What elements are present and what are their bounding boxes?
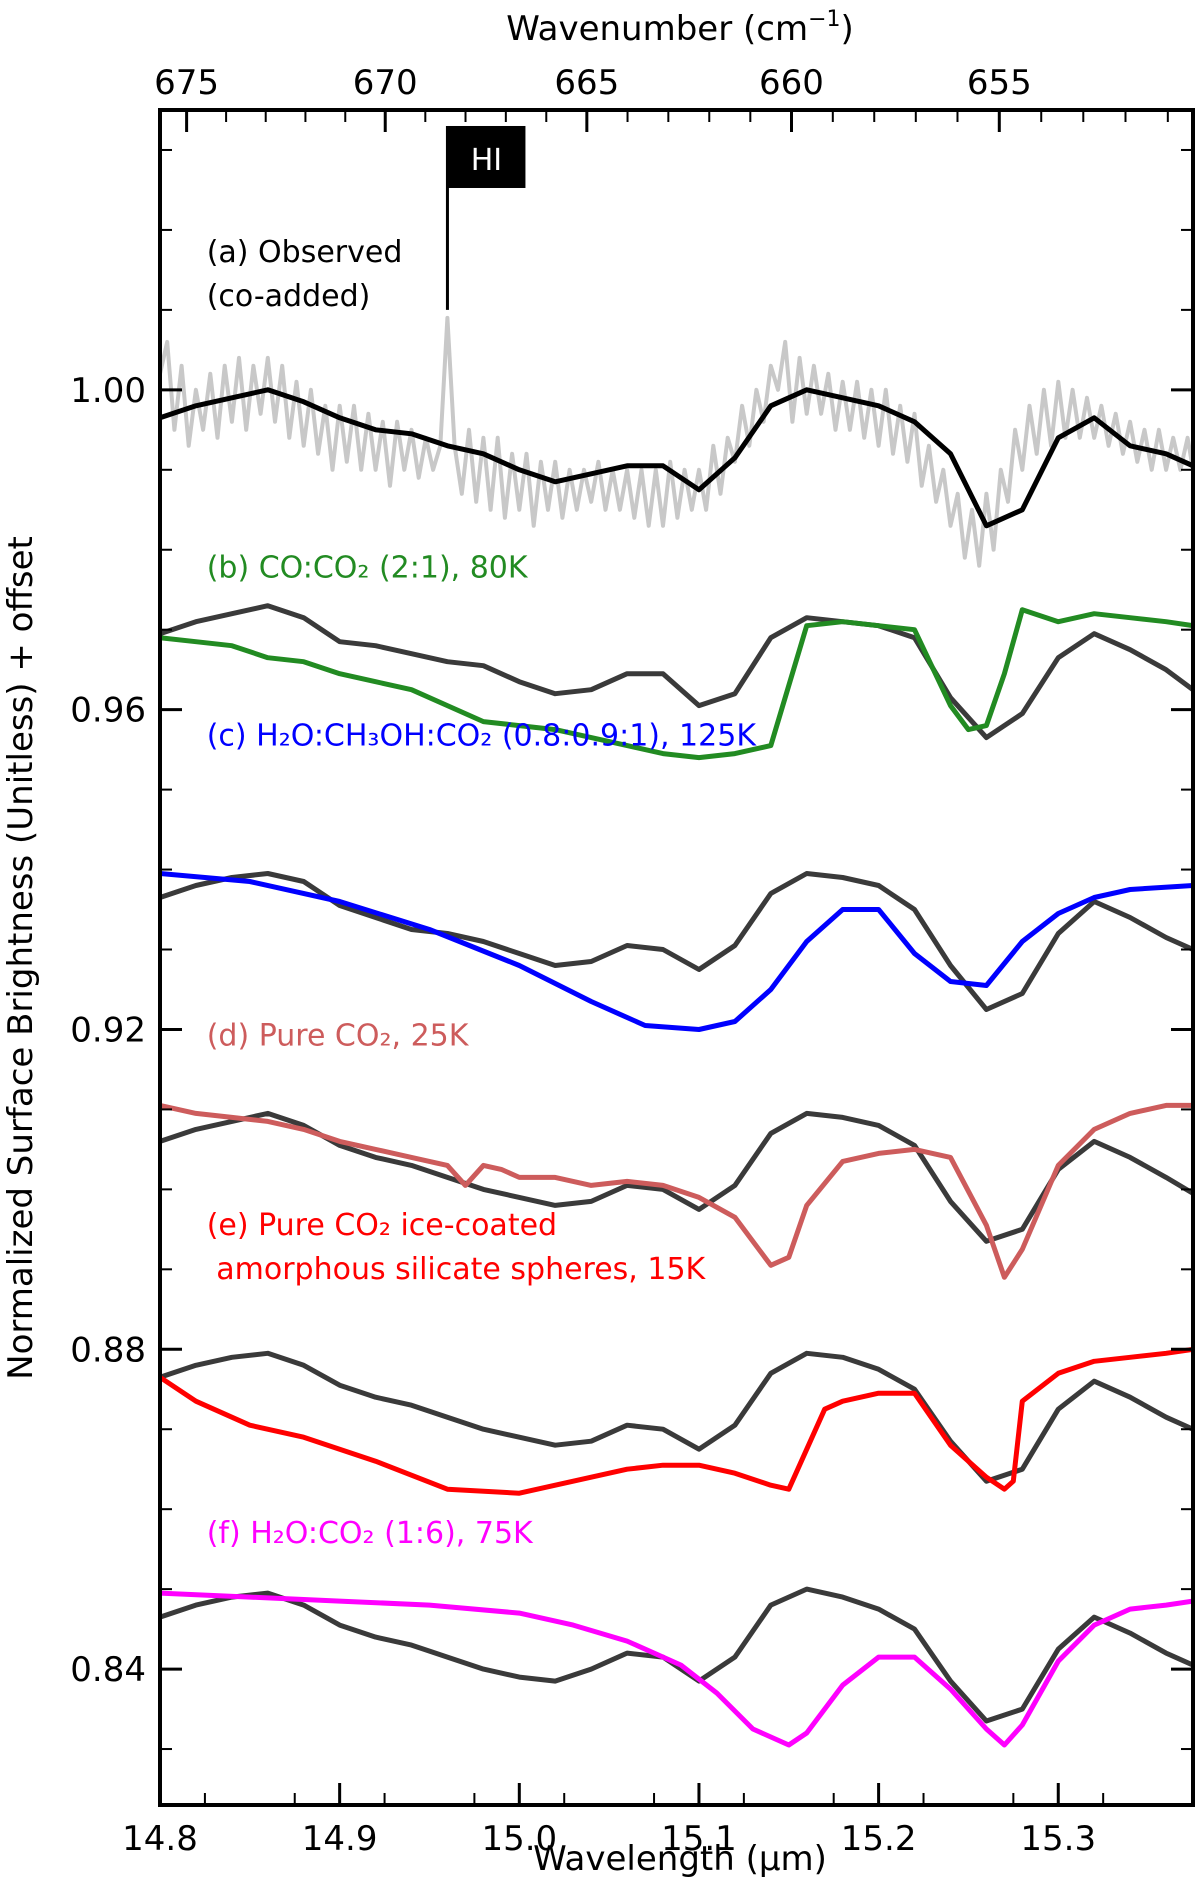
series-line-observed-e-overlay [160,1350,1193,1484]
x-tick-label: 15.1 [661,1819,737,1859]
y-tick-label: 0.84 [70,1650,146,1690]
series-line-observed-co-added [160,387,1193,529]
annotation-e-pure-co-ice-coated: (e) Pure CO₂ ice-coated [207,1208,557,1243]
series-line-d-pure-co2-25k [160,1102,1193,1280]
x-tick-label: 14.9 [302,1819,378,1859]
series-line-observed-f-overlay [160,1586,1193,1724]
annotation-c-h-o-ch-oh-co-0-8-0-9-1-125k: (c) H₂O:CH₃OH:CO₂ (0.8:0.9:1), 125K [207,719,758,754]
top-tick-label: 655 [967,63,1032,103]
top-tick-label: 660 [759,63,824,103]
series-layer [160,315,1193,1748]
x-tick-label: 14.8 [122,1819,198,1859]
x-tick-label: 15.2 [841,1819,917,1859]
series-line-b-co-co2-2-1-80k [160,607,1193,761]
annotation-layer: (a) Observed (co-added) (b) CO:CO₂ (2:1), … [207,235,758,1551]
series-line-observed-raw [160,315,1193,568]
top-tick-label: 675 [154,63,219,103]
y-tick-label: 1.00 [70,371,146,411]
x-tick-label: 15.0 [481,1819,557,1859]
y-axis-title: Normalized Surface Brightness (Unitless)… [1,536,41,1380]
annotation-co-added: (co-added) [207,279,371,314]
hi-marker-label: HI [471,143,502,178]
series-line-observed-b-overlay [160,603,1193,741]
y-tick-label: 0.92 [70,1010,146,1050]
series-line-f-h2o-co2-1-6-75k [160,1590,1193,1748]
top-tick-label: 665 [554,63,619,103]
y-tick-label: 0.96 [70,691,146,731]
series-line-observed-d-overlay [160,1110,1193,1244]
x-tick-label: 15.3 [1020,1819,1096,1859]
series-line-c-h2o-ch3oh-co2-0-8-0-9-1-125k [160,871,1193,1032]
annotation-d-pure-co-25k: (d) Pure CO₂, 25K [207,1018,470,1053]
top-axis-title: Wavenumber (cm−1) [506,7,854,49]
annotation-amorphous-silicate-spheres-15k: amorphous silicate spheres, 15K [207,1252,707,1287]
top-tick-label: 670 [353,63,418,103]
hi-marker-box [447,125,526,188]
series-line-e-pure-co2-ice-coated-amorphous-silicate-spheres-15k [160,1346,1193,1496]
x-axis-title: Wavelength (μm) [533,1839,827,1878]
annotation-f-h-o-co-1-6-75k: (f) H₂O:CO₂ (1:6), 75K [207,1516,534,1551]
annotation-a-observed: (a) Observed [207,235,403,270]
hi-marker: HI [445,125,526,310]
tick-layer: 14.8 14.9 15.0 15.1 15.2 15.3 1.00 0.96 0.92 0.88… [70,63,1193,1859]
y-tick-label: 0.88 [70,1330,146,1370]
annotation-b-co-co-2-1-80k: (b) CO:CO₂ (2:1), 80K [207,551,529,586]
plot-frame [158,108,1195,1807]
